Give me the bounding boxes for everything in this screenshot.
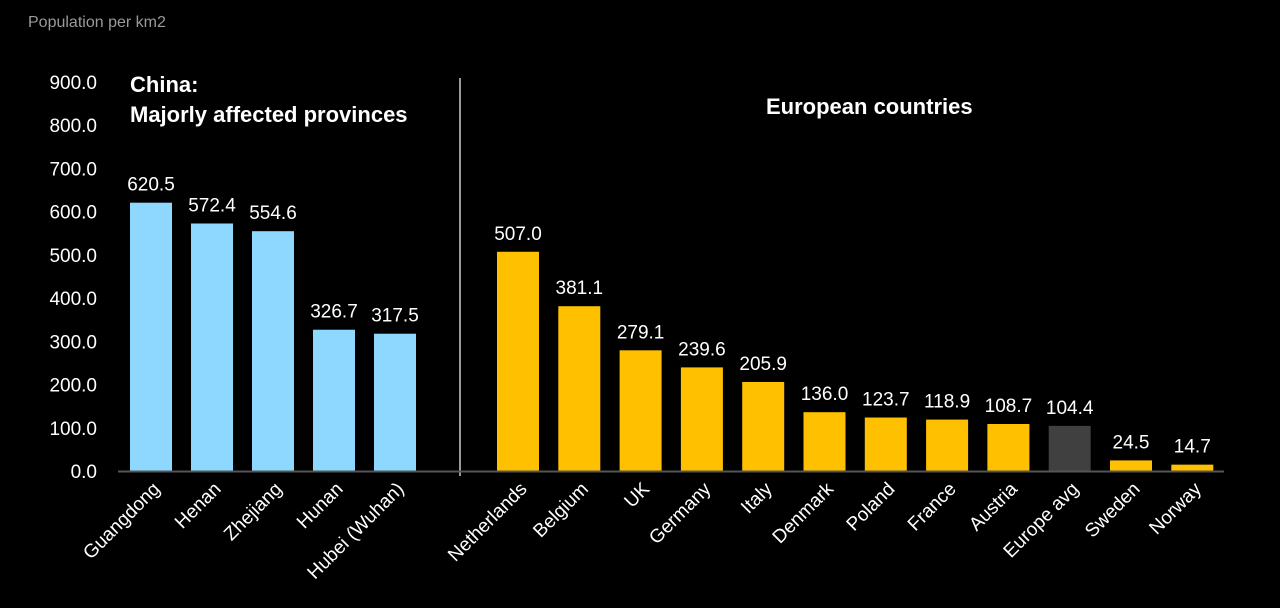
- value-labels: 620.5 572.4 554.6 326.7 317.5 507.0 381.1 279.1…: [127, 175, 1211, 458]
- value-label-hunan: 326.7: [310, 302, 358, 323]
- bar-hubei-wuhan: [374, 333, 416, 471]
- europe-panel-title: European countries: [766, 94, 973, 119]
- value-label-zhejiang: 554.6: [249, 203, 297, 224]
- x-label-germany: Germany: [645, 478, 715, 548]
- x-label-italy: Italy: [737, 478, 777, 518]
- value-label-hubei-wuhan: 317.5: [371, 306, 419, 327]
- y-axis-unit-label: Population per km2: [28, 14, 166, 31]
- y-tick-label: 200.0: [49, 376, 97, 397]
- value-label-belgium: 381.1: [556, 278, 604, 299]
- bar-denmark: [803, 412, 846, 471]
- x-label-netherlands: Netherlands: [444, 479, 531, 566]
- value-label-norway: 14.7: [1174, 437, 1211, 458]
- x-label-henan: Henan: [171, 479, 225, 533]
- y-axis: 0.0 100.0 200.0 300.0 400.0 500.0 600.0 700.0 80…: [49, 73, 97, 483]
- bar-uk: [619, 350, 662, 471]
- bars: [130, 202, 1214, 471]
- bar-zhejiang: [252, 231, 294, 471]
- bar-guangdong: [130, 202, 172, 471]
- bar-italy: [742, 381, 785, 471]
- value-label-germany: 239.6: [678, 339, 726, 360]
- x-label-zhejiang: Zhejiang: [220, 479, 286, 545]
- value-label-henan: 572.4: [188, 195, 236, 216]
- bar-norway: [1171, 464, 1214, 471]
- bar-belgium: [558, 306, 601, 471]
- china-panel-title-line1: China:: [130, 72, 199, 97]
- bar-germany: [680, 367, 723, 471]
- china-panel-title-line2: Majorly affected provinces: [130, 102, 408, 127]
- x-label-sweden: Sweden: [1081, 479, 1144, 542]
- bar-poland: [864, 417, 907, 471]
- y-tick-label: 900.0: [49, 73, 97, 94]
- y-tick-label: 300.0: [49, 332, 97, 353]
- x-label-norway: Norway: [1145, 478, 1206, 539]
- y-tick-label: 0.0: [71, 462, 97, 483]
- bar-netherlands: [497, 251, 539, 471]
- value-label-sweden: 24.5: [1113, 432, 1150, 453]
- y-tick-label: 600.0: [49, 203, 97, 224]
- bar-europe-avg: [1048, 425, 1091, 471]
- bar-henan: [191, 223, 233, 471]
- x-label-hunan: Hunan: [293, 479, 347, 533]
- x-label-austria: Austria: [965, 478, 1022, 535]
- bar-sweden: [1110, 460, 1152, 471]
- x-label-belgium: Belgium: [529, 479, 592, 542]
- china-panel-title: China: Majorly affected provinces: [130, 70, 408, 130]
- y-tick-label: 400.0: [49, 289, 97, 310]
- value-label-france: 118.9: [924, 392, 970, 413]
- x-label-poland: Poland: [843, 479, 900, 536]
- x-label-france: France: [904, 479, 961, 536]
- x-label-guangdong: Guangdong: [79, 479, 164, 564]
- value-label-austria: 108.7: [985, 396, 1033, 417]
- y-tick-label: 500.0: [49, 246, 97, 267]
- value-label-poland: 123.7: [862, 390, 910, 411]
- value-label-uk: 279.1: [617, 322, 665, 343]
- value-label-europe-avg: 104.4: [1046, 398, 1094, 419]
- value-label-denmark: 136.0: [801, 384, 849, 405]
- bar-hunan: [313, 329, 355, 471]
- value-label-netherlands: 507.0: [494, 224, 542, 245]
- value-label-italy: 205.9: [739, 354, 787, 375]
- x-label-denmark: Denmark: [769, 478, 839, 548]
- y-tick-label: 100.0: [49, 419, 97, 440]
- y-tick-label: 700.0: [49, 159, 97, 180]
- x-label-uk: UK: [621, 478, 655, 512]
- value-label-guangdong: 620.5: [127, 175, 175, 196]
- bar-austria: [987, 423, 1030, 471]
- bar-france: [926, 419, 969, 471]
- y-tick-label: 800.0: [49, 116, 97, 137]
